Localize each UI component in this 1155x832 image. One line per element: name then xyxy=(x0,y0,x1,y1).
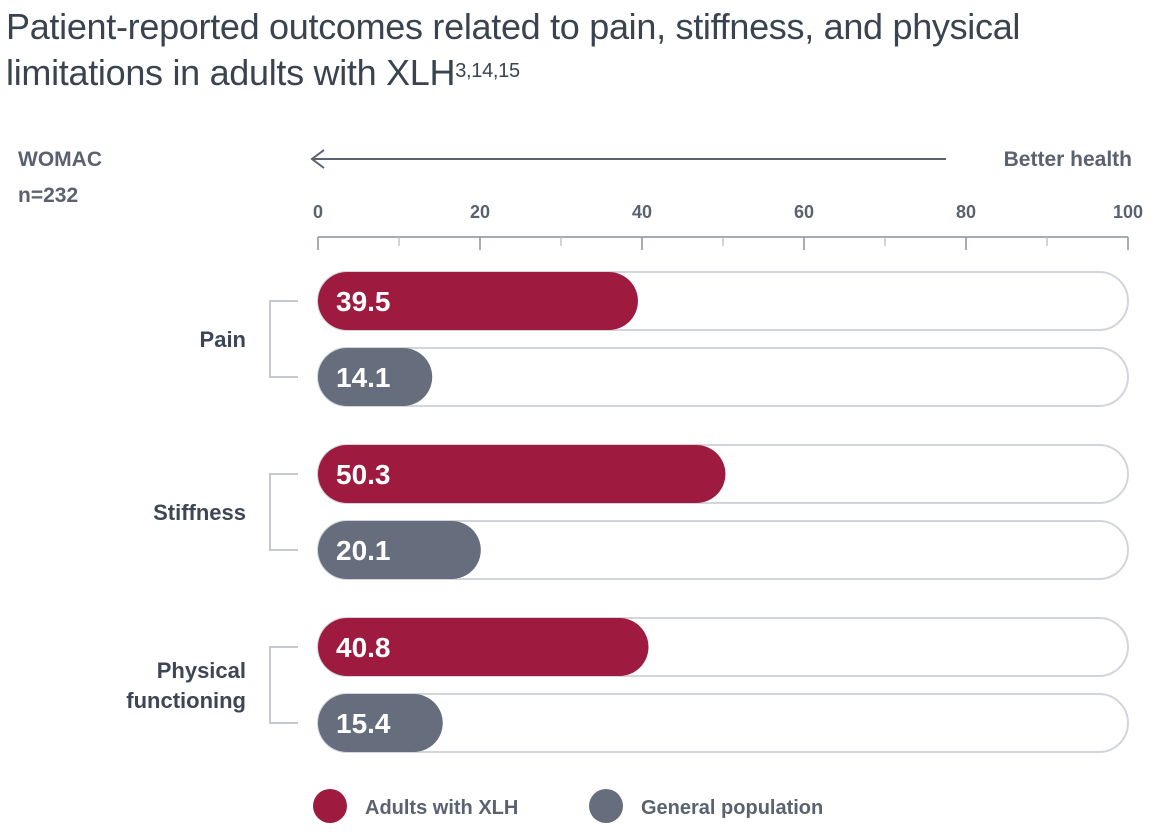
bar xyxy=(318,445,726,503)
group-bracket xyxy=(269,473,298,551)
bar xyxy=(318,618,649,676)
legend-item: Adults with XLH xyxy=(313,789,518,823)
x-tick-label: 0 xyxy=(313,202,323,222)
legend-swatch xyxy=(589,789,623,823)
legend-label: Adults with XLH xyxy=(365,797,518,819)
legend-label: General population xyxy=(641,797,823,819)
x-tick-label: 20 xyxy=(470,202,490,222)
x-tick-label: 80 xyxy=(956,202,976,222)
direction-arrow-head xyxy=(310,149,325,169)
scale-name: WOMAC xyxy=(18,148,102,171)
category-label: Pain xyxy=(200,327,246,352)
bar-value-label: 50.3 xyxy=(336,459,391,490)
group-bracket xyxy=(269,300,298,378)
title-citation: 3,14,15 xyxy=(455,60,520,82)
x-axis: 0 20 40 60 80 100 xyxy=(313,202,1143,250)
bar xyxy=(318,694,443,752)
group-bracket xyxy=(269,646,298,724)
x-tick-label: 60 xyxy=(794,202,814,222)
bar-group: Stiffness 50.3 20.1 xyxy=(153,444,1129,580)
bar-value-label: 20.1 xyxy=(336,535,391,566)
title-text: Patient-reported outcomes related to pai… xyxy=(6,6,1021,93)
legend: Adults with XLH General population xyxy=(313,789,823,823)
legend-item: General population xyxy=(589,789,823,823)
bar-track xyxy=(317,347,1129,407)
bar-groups: Pain 39.5 14.1 Stiffness 50.3 20.1 Physical fun… xyxy=(126,271,1129,753)
sample-size: n=232 xyxy=(18,184,78,207)
bar xyxy=(318,272,638,330)
x-tick-label: 100 xyxy=(1113,202,1143,222)
bar xyxy=(318,348,433,406)
category-label: Physical xyxy=(157,658,246,683)
bar-value-label: 14.1 xyxy=(336,362,391,393)
page-title: Patient-reported outcomes related to pai… xyxy=(6,4,1126,96)
bar-value-label: 39.5 xyxy=(336,286,391,317)
category-label: functioning xyxy=(126,688,246,713)
bar-value-label: 15.4 xyxy=(336,708,391,739)
bar-value-label: 40.8 xyxy=(336,632,391,663)
direction-arrow xyxy=(310,149,946,169)
x-tick-label: 40 xyxy=(632,202,652,222)
category-label: Stiffness xyxy=(153,500,246,525)
legend-swatch xyxy=(313,789,347,823)
bar-group: Pain 39.5 14.1 xyxy=(200,271,1129,407)
direction-label: Better health xyxy=(1004,148,1132,171)
bar xyxy=(318,521,481,579)
bar-group: Physical functioning 40.8 15.4 xyxy=(126,617,1129,753)
